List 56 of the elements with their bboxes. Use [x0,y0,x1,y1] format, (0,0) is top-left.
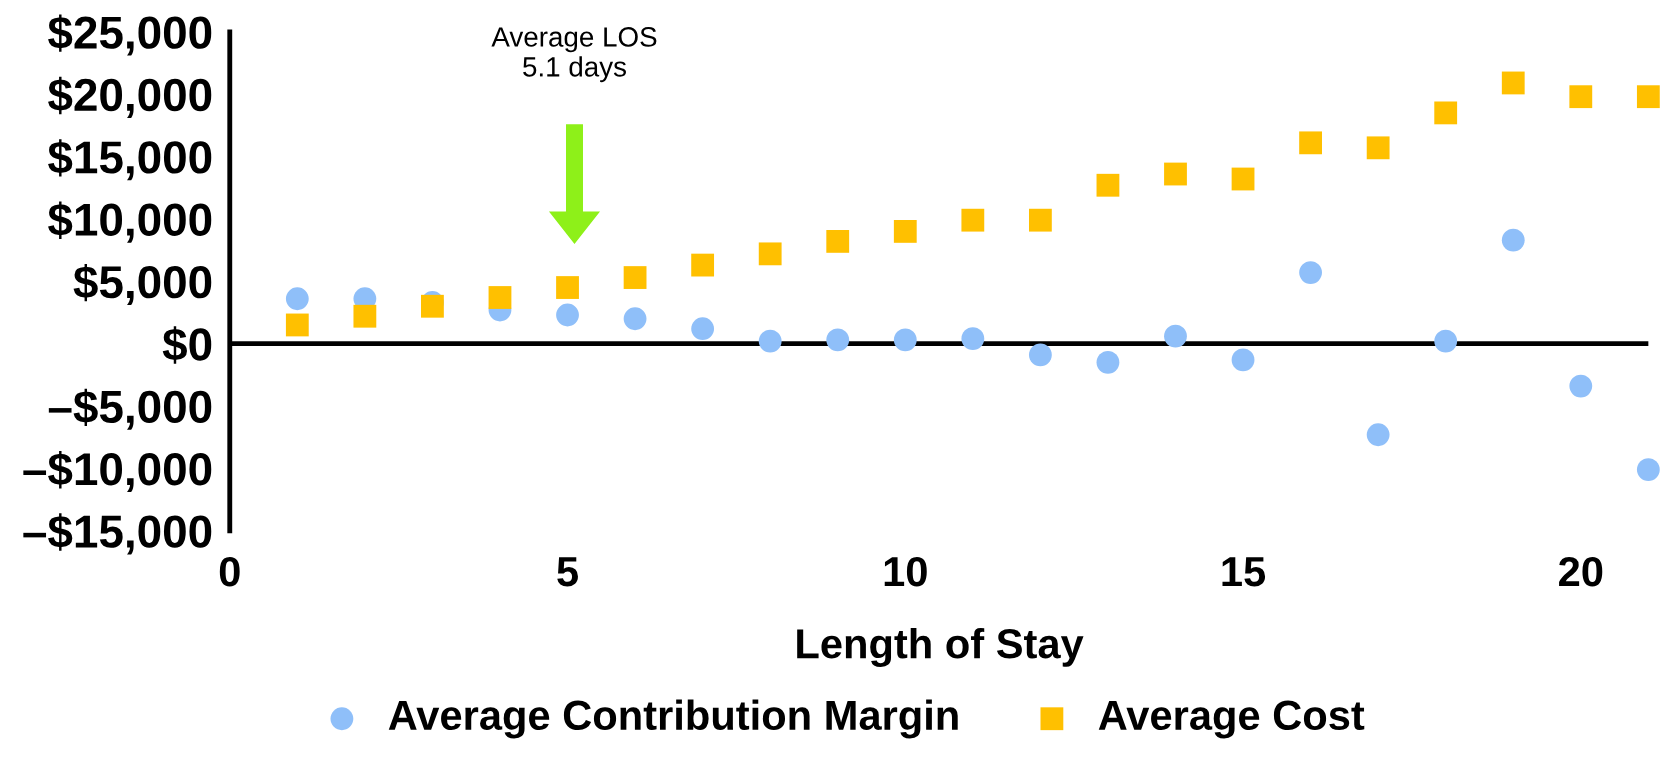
point [1231,167,1255,191]
point [285,287,309,311]
annotation: Average LOS 5.1 days [491,27,657,83]
point [758,329,782,353]
point [1434,101,1458,125]
point [1569,374,1593,398]
point [1636,85,1660,109]
point [826,328,850,352]
y-tick-label: –$10,000 [23,451,212,493]
point [961,208,985,232]
legend-label: Average Cost [1098,700,1365,739]
point [893,328,917,352]
point [623,266,647,289]
point [1366,136,1390,160]
point [826,229,850,253]
x-tick-label: 20 [1559,556,1603,587]
point [1231,348,1255,372]
point [623,307,647,331]
y-tick-label: –$15,000 [23,513,212,555]
y-tick-label: –$5,000 [48,388,212,430]
x-tick-label: 15 [1222,557,1266,587]
point [1164,324,1187,348]
y-tick-label: $15,000 [48,139,212,181]
point [1569,85,1593,109]
point [1299,131,1322,155]
point [353,304,377,328]
x-axis-title: Length of Stay [797,627,1084,667]
point [691,317,715,341]
point [1299,261,1322,284]
point [1501,228,1525,252]
point [1366,423,1390,447]
y-tick-label: $5,000 [73,263,212,305]
y-tick-label: $25,000 [48,14,212,56]
point [1028,208,1052,232]
point [556,276,579,299]
x-tick-label: 0 [219,556,240,587]
point [285,313,309,337]
x-tick-label: 10 [884,556,927,587]
point [893,219,917,243]
point [1434,329,1458,353]
point [1096,173,1120,197]
point [1501,71,1525,95]
x-tick-label: 5 [557,557,578,587]
point [556,303,579,327]
point [691,253,715,277]
point [1096,350,1120,374]
point [1636,458,1660,482]
point [488,286,512,309]
point [961,327,985,351]
point [758,242,782,266]
legend-label: Average Contribution Margin [388,699,958,739]
point [1028,343,1052,367]
y-tick-label: $0 [162,326,212,364]
point [1164,162,1187,186]
y-tick-label: $10,000 [48,201,212,243]
y-tick-label: $20,000 [48,76,212,118]
